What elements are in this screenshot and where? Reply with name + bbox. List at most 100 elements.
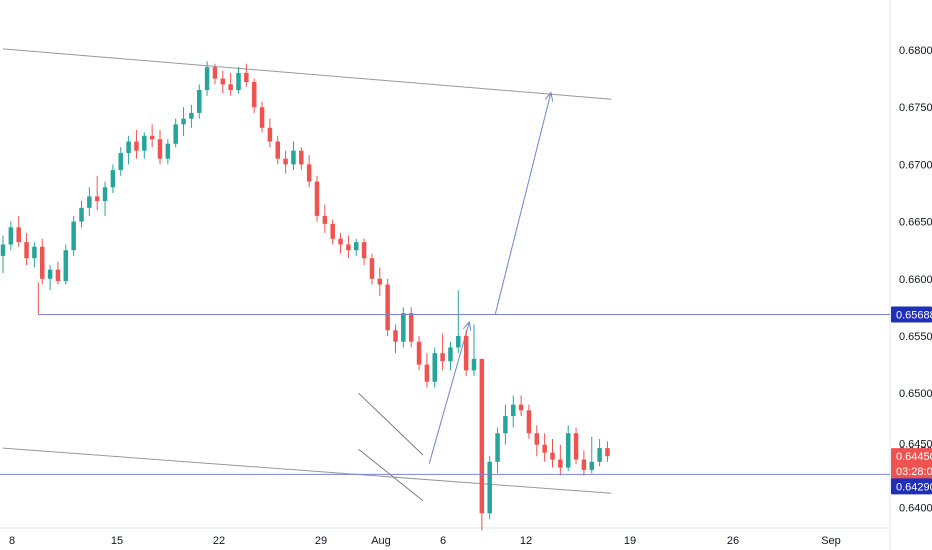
- candle: [448, 341, 453, 371]
- candle-body: [338, 238, 343, 245]
- candle: [306, 155, 312, 188]
- projection-arrow-2[interactable]: [494, 91, 554, 315]
- candle-body: [94, 196, 100, 202]
- candle: [118, 147, 123, 176]
- current-level-badge-bg: [891, 478, 932, 495]
- candle-body: [157, 139, 163, 159]
- candle-body: [393, 330, 398, 342]
- candle: [322, 204, 328, 234]
- candle-body: [408, 313, 414, 342]
- candle: [597, 438, 602, 467]
- candle: [220, 70, 226, 94]
- candle: [165, 139, 171, 165]
- candle-body: [377, 278, 383, 285]
- candle: [565, 425, 571, 471]
- candle: [204, 61, 210, 96]
- candle-body: [558, 459, 563, 468]
- candle-body: [291, 150, 296, 165]
- candle-body: [267, 127, 273, 142]
- candle: [110, 164, 116, 193]
- candle-body: [361, 242, 367, 259]
- candle-body: [369, 258, 375, 279]
- candle-body: [142, 135, 147, 151]
- horizontal-levels[interactable]: [0, 282, 890, 475]
- candle: [518, 395, 524, 417]
- candle: [63, 244, 69, 285]
- flag-upper-line[interactable]: [358, 392, 424, 456]
- candle-body: [330, 223, 335, 239]
- candle: [487, 456, 492, 520]
- candle-body: [228, 84, 233, 91]
- candle-body: [542, 444, 547, 453]
- candle: [24, 233, 29, 266]
- candlestick-series: [0, 61, 610, 531]
- candle: [503, 404, 508, 445]
- candle-body: [471, 358, 477, 371]
- candle-body: [385, 284, 390, 331]
- candle: [401, 307, 406, 348]
- candle: [236, 67, 241, 94]
- candle: [338, 233, 343, 254]
- support-price-badge-text: 0.65688: [896, 309, 932, 321]
- candle: [212, 63, 218, 85]
- time-axis[interactable]: 8 15 22 29 Aug 6 12 19 26 Sep: [9, 535, 841, 547]
- candle-body: [8, 227, 14, 245]
- candle-body: [401, 313, 406, 342]
- candle: [157, 130, 163, 165]
- candle: [534, 425, 540, 457]
- candle-body: [149, 135, 155, 140]
- candle: [0, 235, 6, 274]
- current-level-badge: 0.64290: [891, 478, 932, 495]
- candle-body: [605, 448, 610, 457]
- candle: [416, 336, 422, 371]
- upper-channel-trendline[interactable]: [2, 48, 612, 100]
- candle-body: [189, 112, 194, 119]
- candle: [251, 78, 257, 113]
- candle-body: [283, 158, 288, 165]
- candle-body: [181, 118, 186, 125]
- candle: [291, 141, 296, 171]
- candle-body: [126, 141, 131, 153]
- candle: [189, 104, 194, 128]
- candle: [55, 261, 61, 285]
- x-tick-label: 12: [520, 535, 532, 547]
- candle-body: [511, 404, 516, 417]
- x-tick-label: 26: [727, 535, 739, 547]
- candle-body: [416, 341, 422, 365]
- candle: [393, 324, 398, 354]
- candle-body: [463, 336, 469, 371]
- support-price-badge: 0.65688: [891, 306, 932, 323]
- lower-channel-trendline[interactable]: [2, 447, 612, 494]
- candle-body: [487, 461, 492, 514]
- candle: [354, 238, 359, 256]
- candle-body: [354, 242, 359, 251]
- flag-lower-line[interactable]: [358, 448, 424, 502]
- candle-body: [24, 242, 29, 259]
- candle: [605, 441, 610, 462]
- candle-body: [432, 353, 437, 382]
- candle-body: [589, 461, 594, 470]
- candle-body: [573, 433, 579, 460]
- candle-body: [173, 124, 178, 144]
- candle: [377, 267, 383, 296]
- candle-body: [47, 269, 53, 279]
- drawing-overlays[interactable]: [2, 48, 612, 502]
- x-tick-label: Sep: [821, 535, 841, 547]
- candle-body: [479, 358, 485, 514]
- candle-body: [526, 410, 532, 434]
- candle-body: [71, 221, 76, 251]
- candle-body: [597, 448, 602, 462]
- candle: [330, 219, 335, 245]
- projection-arrow-1[interactable]: [428, 320, 472, 464]
- bar-countdown-badge-bg: [891, 463, 932, 480]
- candle: [495, 427, 500, 474]
- candle: [134, 130, 139, 159]
- candle-body: [236, 72, 241, 91]
- candle-body: [204, 67, 210, 91]
- candle: [424, 353, 430, 388]
- candle-body: [550, 452, 555, 460]
